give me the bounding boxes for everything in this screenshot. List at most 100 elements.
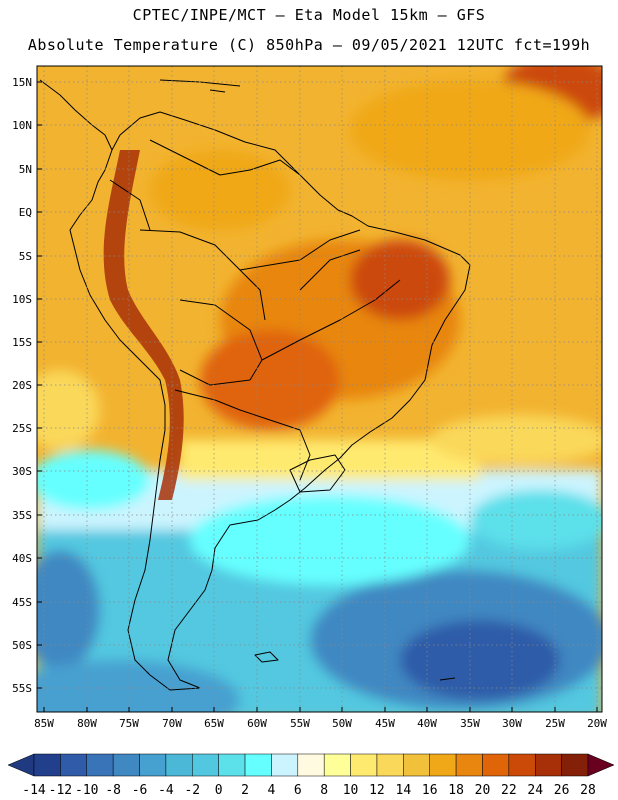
colorbar-label: 8 bbox=[320, 783, 329, 798]
colorbar-swatch bbox=[244, 753, 272, 777]
colorbar-arrow-right bbox=[587, 753, 615, 777]
colorbar bbox=[7, 753, 615, 777]
lat-label-20s: 20S bbox=[12, 379, 32, 392]
colorbar-swatch bbox=[323, 753, 351, 777]
colorbar-swatch bbox=[350, 753, 378, 777]
lat-label-10n: 10N bbox=[12, 119, 32, 132]
falkland-islands bbox=[254, 651, 279, 663]
colorbar-swatch bbox=[139, 753, 167, 777]
field-pale-west bbox=[37, 450, 150, 510]
field-yellow-east bbox=[430, 415, 602, 465]
field-andes bbox=[103, 150, 184, 500]
colorbar-swatch bbox=[112, 753, 140, 777]
lon-label-75w: 75W bbox=[119, 717, 139, 730]
lon-label-35w: 35W bbox=[460, 717, 480, 730]
colorbar-swatch bbox=[376, 753, 404, 777]
colorbar-swatch bbox=[60, 753, 88, 777]
lat-label-55s: 55S bbox=[12, 682, 32, 695]
colorbar-swatch bbox=[271, 753, 299, 777]
title-line-2: Absolute Temperature (C) 850hPa – 09/05/… bbox=[27, 36, 591, 54]
colorbar-label: -4 bbox=[158, 783, 174, 798]
georgia-island bbox=[439, 677, 456, 681]
colorbar-label: -2 bbox=[184, 783, 201, 798]
field-yellow-band bbox=[180, 440, 480, 480]
lon-label-80w: 80W bbox=[77, 717, 97, 730]
colorbar-swatch bbox=[86, 753, 114, 777]
colorbar-swatch bbox=[192, 753, 219, 777]
colorbar-swatch bbox=[508, 753, 536, 777]
lat-label-eq: EQ bbox=[18, 206, 32, 219]
colorbar-label: 20 bbox=[474, 783, 491, 798]
lat-label-50s: 50S bbox=[12, 639, 32, 652]
colorbar-swatch bbox=[297, 753, 325, 777]
colorbar-swatch bbox=[534, 753, 562, 777]
lat-label-15s: 15S bbox=[12, 336, 32, 349]
colorbar-label: 2 bbox=[241, 783, 249, 798]
colorbar-label: 18 bbox=[448, 783, 464, 798]
lon-label-65w: 65W bbox=[204, 717, 224, 730]
lat-label-25s: 25S bbox=[12, 422, 32, 435]
field-cold-southwest bbox=[37, 660, 240, 712]
colorbar-label: 6 bbox=[293, 783, 302, 798]
lon-label-25w: 25W bbox=[545, 717, 565, 730]
colorbar-swatch bbox=[218, 753, 246, 777]
lon-label-40w: 40W bbox=[417, 717, 437, 730]
lat-label-35s: 35S bbox=[12, 509, 32, 522]
country-border-venezuela bbox=[149, 139, 301, 176]
lon-label-30w: 30W bbox=[502, 717, 522, 730]
lat-label-5n: 5N bbox=[18, 163, 32, 176]
colorbar-label: 24 bbox=[527, 783, 544, 798]
lon-label-50w: 50W bbox=[332, 717, 352, 730]
country-border-uruguay bbox=[289, 454, 346, 493]
lat-label-45s: 45S bbox=[12, 596, 32, 609]
central-america-coast bbox=[39, 79, 113, 151]
title-line-1: CPTEC/INPE/MCT – Eta Model 15km – GFS bbox=[132, 6, 486, 24]
lat-label-10s: 10S bbox=[12, 293, 32, 306]
colorbar-label: 14 bbox=[395, 783, 412, 798]
colorbar-swatch bbox=[403, 753, 430, 777]
field-cyan-center bbox=[190, 495, 470, 585]
colorbar-arrow-left bbox=[7, 753, 35, 777]
colorbar-label: -8 bbox=[105, 783, 121, 798]
country-border-colombia bbox=[109, 179, 151, 231]
lon-label-20w: 20W bbox=[587, 717, 607, 730]
country-border-argentina bbox=[174, 389, 311, 481]
colorbar-label: 10 bbox=[342, 783, 359, 798]
field-yellow-west bbox=[37, 370, 100, 450]
country-border-brazil-interior bbox=[239, 229, 401, 361]
lon-label-85w: 85W bbox=[34, 717, 54, 730]
colorbar-label: -10 bbox=[75, 783, 99, 798]
colorbar-label: 28 bbox=[580, 783, 596, 798]
colorbar-swatch bbox=[561, 753, 589, 777]
colorbar-label: 4 bbox=[267, 783, 276, 798]
lat-label-40s: 40S bbox=[12, 552, 32, 565]
lon-label-60w: 60W bbox=[247, 717, 267, 730]
colorbar-label: -6 bbox=[131, 783, 148, 798]
colorbar-label: 16 bbox=[421, 783, 438, 798]
colorbar-label: 12 bbox=[369, 783, 385, 798]
lat-label-15n: 15N bbox=[12, 76, 32, 89]
colorbar-label: 26 bbox=[553, 783, 570, 798]
field-hot-north bbox=[150, 150, 290, 230]
colorbar-label: 0 bbox=[214, 783, 223, 798]
field-cyan-east bbox=[470, 490, 602, 550]
country-border-peru-brazil bbox=[139, 229, 266, 321]
colorbar-swatch bbox=[455, 753, 483, 777]
colorbar-swatch bbox=[165, 753, 193, 777]
lon-label-70w: 70W bbox=[162, 717, 182, 730]
field-hot-chaco bbox=[200, 330, 340, 430]
colorbar-swatch bbox=[33, 753, 61, 777]
colorbar-label: -14 bbox=[22, 783, 46, 798]
lon-label-55w: 55W bbox=[290, 717, 310, 730]
colorbar-label: 22 bbox=[501, 783, 517, 798]
lon-label-45w: 45W bbox=[375, 717, 395, 730]
tick-marks bbox=[37, 81, 598, 712]
colorbar-swatch bbox=[482, 753, 510, 777]
lat-label-5s: 5S bbox=[18, 250, 32, 263]
colorbar-label: -12 bbox=[48, 783, 73, 798]
lat-label-30s: 30S bbox=[12, 465, 32, 478]
south-america-coast bbox=[69, 111, 471, 691]
field-cold-core-west bbox=[37, 550, 100, 670]
colorbar-swatch bbox=[429, 753, 457, 777]
